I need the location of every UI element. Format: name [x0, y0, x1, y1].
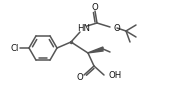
- Text: O: O: [92, 2, 98, 11]
- Text: O: O: [77, 73, 83, 82]
- Text: HN: HN: [78, 23, 90, 32]
- Polygon shape: [88, 47, 103, 53]
- Text: OH: OH: [109, 71, 122, 80]
- Text: O: O: [114, 23, 121, 32]
- Text: Cl: Cl: [10, 43, 19, 52]
